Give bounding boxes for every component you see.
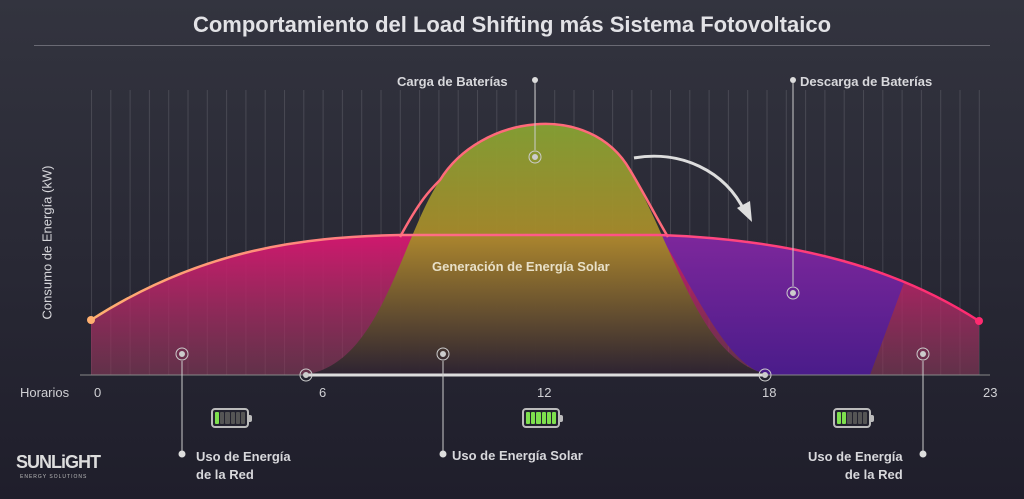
battery-segment [862, 412, 868, 424]
leader-lines [181, 80, 924, 454]
battery-segment [857, 412, 862, 424]
battery-segment [531, 412, 536, 424]
arrow-head-icon [737, 201, 752, 222]
discharge-label: Descarga de Baterías [800, 74, 933, 89]
battery-icon-partial [833, 408, 874, 428]
battery-segment [551, 412, 557, 424]
battery-segment [852, 412, 857, 424]
logo-tagline: ENERGY SOLUTIONS [20, 474, 88, 480]
grid-usage-right-label: Uso de Energía de la Red [808, 448, 903, 484]
battery-segment [220, 412, 225, 424]
title-divider [34, 45, 990, 46]
x-tick: 23 [983, 385, 998, 400]
battery-segment [235, 412, 240, 424]
grid-usage-left-label: Uso de Energía de la Red [196, 448, 291, 484]
battery-segment [842, 412, 847, 424]
shift-arrow-icon [633, 154, 747, 213]
page-title: Comportamiento del Load Shifting más Sis… [192, 12, 832, 37]
battery-segment [230, 412, 235, 424]
y-axis-label: Consumo de Energía (kW) [39, 165, 55, 320]
battery-segment [837, 412, 842, 424]
x-tick: 18 [762, 385, 777, 400]
battery-segment [225, 412, 230, 424]
marker-icons [175, 150, 930, 382]
solar-usage-label: Uso de Energía Solar [452, 448, 583, 463]
demand-curve [90, 233, 980, 323]
battery-segment [526, 412, 531, 424]
solar-area [300, 123, 770, 375]
x-tick: 0 [94, 385, 102, 400]
label-line: de la Red [844, 467, 903, 482]
label-line: de la Red [196, 467, 254, 482]
battery-icon-full [522, 408, 563, 428]
charge-label: Carga de Baterías [397, 74, 508, 89]
x-tick: 12 [537, 385, 552, 400]
logo: SUNLiGHT [16, 452, 101, 472]
battery-segment [546, 412, 551, 424]
x-axis-label: Horarios [20, 385, 70, 400]
x-tick: 6 [319, 385, 327, 400]
label-line: Uso de Energía [196, 449, 291, 464]
curve-start-dot [87, 316, 95, 324]
solar-generation-label: Generación de Energía Solar [432, 259, 610, 274]
battery-segment [240, 412, 246, 424]
battery-segment [215, 412, 220, 424]
curve-end-dot [975, 317, 983, 325]
label-line: Uso de Energía [808, 449, 903, 464]
battery-segment [541, 412, 546, 424]
battery-segment [847, 412, 852, 424]
battery-segment [536, 412, 541, 424]
battery-icon-low [211, 408, 252, 428]
